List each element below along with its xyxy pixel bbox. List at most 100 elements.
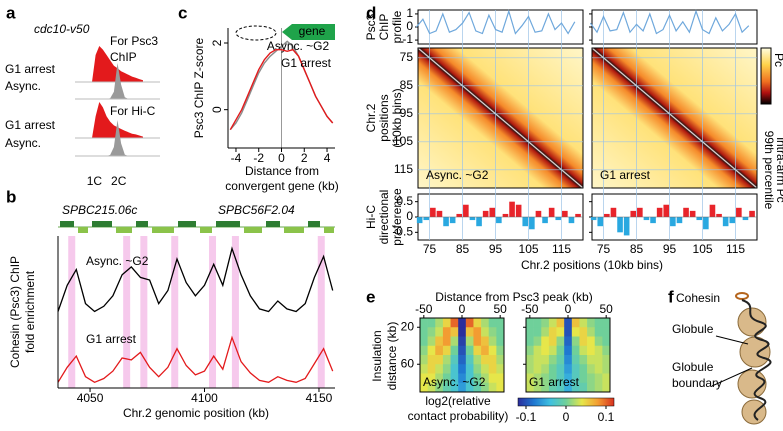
heat-cell	[427, 327, 436, 337]
heat-cell	[548, 373, 557, 384]
heat-cell	[526, 364, 534, 374]
heat-cell	[594, 373, 603, 384]
heat-cell	[481, 373, 490, 384]
heat-cell	[420, 336, 428, 347]
map-label: Async. ~G2	[423, 375, 486, 389]
y-axis-label: directional	[377, 190, 391, 245]
direction-bar	[643, 217, 650, 221]
heat-cell	[587, 327, 596, 337]
heat-cell	[435, 382, 444, 393]
globule	[737, 369, 767, 399]
heat-cell	[533, 364, 542, 374]
x-tick-label: 75	[423, 242, 437, 256]
heat-cell	[541, 364, 550, 374]
heat-cell	[473, 364, 482, 374]
heat-cell	[564, 318, 573, 328]
y-tick-label: 0	[210, 106, 224, 113]
y-tick-label: 2	[210, 39, 224, 46]
heat-cell	[587, 336, 596, 347]
heat-cell	[481, 318, 490, 328]
heat-cell	[450, 355, 459, 365]
y-axis-label: Chr.2	[364, 103, 378, 132]
direction-bar	[575, 213, 581, 217]
heat-cell	[548, 318, 557, 328]
heat-cell	[496, 382, 505, 393]
direction-bar	[696, 217, 703, 221]
series-label: G1 arrest	[5, 118, 56, 132]
gene	[178, 221, 196, 227]
y-axis-label: Insulation	[370, 330, 384, 381]
heat-cell	[587, 345, 596, 356]
series-line	[229, 48, 334, 131]
colorbar	[760, 47, 772, 105]
heat-cell	[541, 382, 550, 393]
heat-cell	[533, 336, 542, 347]
y-tick-label: 60	[401, 356, 415, 370]
heat-cell	[488, 327, 497, 337]
heat-cell	[579, 373, 588, 384]
heat-cell	[594, 327, 603, 337]
heat-cell	[442, 382, 451, 393]
diagram-label: boundary	[672, 376, 722, 390]
heat-cell	[458, 336, 467, 347]
y-axis-label: profile	[390, 10, 404, 43]
heat-cell	[579, 336, 588, 347]
heat-cell	[571, 382, 580, 393]
heat-cell	[541, 345, 550, 356]
heat-cell	[458, 318, 467, 328]
y-axis-label: fold enrichment	[23, 270, 37, 353]
direction-bar	[670, 217, 676, 227]
x-tick-label: -2	[253, 151, 264, 165]
direction-bar	[709, 204, 716, 217]
y-axis-label: positions	[377, 94, 391, 141]
heat-cell	[458, 382, 467, 393]
heat-cell	[420, 327, 428, 337]
direction-bar	[604, 213, 610, 217]
heat-cell	[571, 373, 580, 384]
heat-cell	[564, 327, 573, 337]
profile-line	[415, 9, 576, 35]
heat-cell	[579, 382, 588, 393]
heat-cell	[556, 382, 565, 393]
direction-bar	[703, 217, 709, 230]
heat-cell	[564, 364, 573, 374]
gene	[116, 227, 132, 233]
direction-bar	[736, 207, 742, 217]
highlight-band	[231, 236, 239, 388]
heat-cell	[473, 345, 482, 356]
heat-cell	[427, 382, 436, 393]
heat-cell	[602, 336, 611, 347]
heat-cell	[556, 327, 565, 337]
heat-cell	[556, 336, 565, 347]
heat-cell	[450, 327, 459, 337]
x-tick-label: 4150	[306, 391, 333, 405]
direction-bar	[663, 204, 670, 217]
heat-cell	[420, 318, 428, 328]
heat-cell	[548, 382, 557, 393]
heat-cell	[427, 364, 436, 374]
y-tick-label: 115	[394, 162, 413, 176]
subplot-title: For Psc3	[110, 34, 158, 48]
x-tick-label: 2C	[111, 174, 127, 188]
heat-cell	[526, 382, 534, 393]
heat-cell	[587, 318, 596, 328]
x-tick-label: -50	[415, 302, 433, 316]
direction-bar	[689, 210, 696, 217]
direction-bar	[742, 217, 749, 221]
heat-cell	[442, 373, 451, 384]
heat-cell	[533, 318, 542, 328]
direction-bar	[449, 217, 456, 224]
heat-cell	[473, 355, 482, 365]
gene	[284, 227, 304, 233]
convergent-site	[235, 25, 277, 41]
heat-cell	[496, 355, 505, 365]
heat-cell	[556, 355, 565, 365]
x-axis-label: convergent gene (kb)	[225, 179, 338, 193]
heat-cell	[481, 336, 490, 347]
series-label: G1 arrest	[5, 62, 56, 76]
map-label: G1 arrest	[529, 375, 580, 389]
heat-cell	[420, 373, 428, 384]
direction-bar	[463, 204, 469, 217]
heat-cell	[435, 355, 444, 365]
heat-cell	[579, 364, 588, 374]
